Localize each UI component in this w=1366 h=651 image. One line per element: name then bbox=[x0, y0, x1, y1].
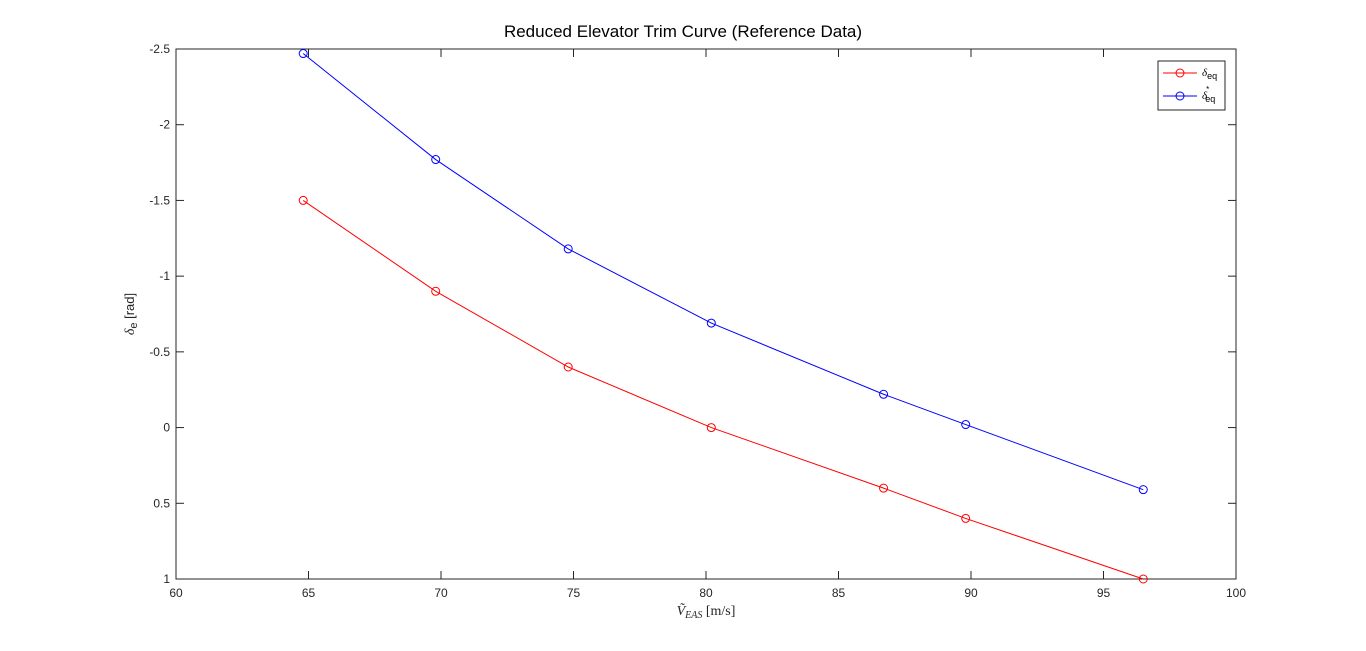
data-point bbox=[563, 362, 573, 372]
series-line-1 bbox=[302, 53, 1144, 491]
legend-marker-1 bbox=[1175, 91, 1185, 101]
x-tick-label: 80 bbox=[699, 586, 713, 600]
legend-marker-0 bbox=[1175, 68, 1185, 78]
data-point bbox=[706, 318, 716, 328]
x-axis-label-unit: [m/s] bbox=[702, 604, 735, 619]
y-tick-label: 0.5 bbox=[153, 496, 170, 510]
y-axis: -2.5 -2 -1.5 -1 -0.5 0 0.5 1 bbox=[149, 42, 1236, 586]
legend-label-1: δ* eq bbox=[1202, 85, 1215, 104]
x-tick-label: 65 bbox=[302, 586, 316, 600]
data-point bbox=[298, 49, 308, 59]
y-tick-label: 0 bbox=[163, 421, 170, 435]
data-point bbox=[1138, 485, 1148, 495]
series-0 bbox=[298, 195, 1148, 584]
data-point bbox=[961, 513, 971, 523]
y-axis-label-unit: [rad] bbox=[122, 293, 137, 323]
data-point bbox=[879, 483, 889, 493]
x-axis-label-sub: EAS bbox=[684, 610, 702, 621]
x-tick-label: 90 bbox=[964, 586, 978, 600]
chart-title: Reduced Elevator Trim Curve (Reference D… bbox=[504, 22, 862, 41]
data-point bbox=[563, 244, 573, 254]
axes-box bbox=[175, 48, 1237, 580]
data-point bbox=[298, 195, 308, 205]
y-tick-label: -2 bbox=[159, 118, 170, 132]
series-layer bbox=[298, 49, 1148, 584]
data-point bbox=[879, 389, 889, 399]
series-line-0 bbox=[302, 200, 1144, 580]
y-axis-label-main: δ bbox=[123, 328, 138, 335]
y-axis-label-sub: e bbox=[128, 322, 140, 328]
data-point bbox=[961, 420, 971, 430]
x-tick-label: 100 bbox=[1226, 586, 1246, 600]
legend-entry-0: δeq bbox=[1163, 67, 1217, 81]
y-tick-label: -2.5 bbox=[149, 42, 170, 56]
legend: δeq δ* eq bbox=[1157, 60, 1226, 111]
x-axis: 60 65 70 75 80 85 90 95 100 bbox=[169, 49, 1246, 600]
y-tick-label: -1 bbox=[159, 269, 170, 283]
legend-box bbox=[1157, 60, 1226, 111]
x-tick-label: 75 bbox=[567, 586, 581, 600]
y-tick-label: -0.5 bbox=[149, 345, 170, 359]
y-axis-label: δe [rad] bbox=[122, 293, 140, 335]
x-tick-label: 70 bbox=[434, 586, 448, 600]
x-axis-label: ṼEAS [m/s] bbox=[677, 602, 736, 621]
plot-area bbox=[175, 48, 1237, 580]
x-tick-label: 60 bbox=[169, 586, 183, 600]
x-axis-label-main: Ṽ bbox=[677, 602, 687, 619]
data-point bbox=[706, 423, 716, 433]
data-point bbox=[431, 155, 441, 165]
y-tick-label: -1.5 bbox=[149, 193, 170, 207]
x-tick-label: 85 bbox=[832, 586, 846, 600]
legend-entry-1: δ* eq bbox=[1163, 85, 1215, 104]
data-point bbox=[431, 286, 441, 296]
y-tick-label: 1 bbox=[163, 572, 170, 586]
series-1 bbox=[298, 49, 1148, 495]
legend-label-0: δeq bbox=[1202, 67, 1217, 81]
data-point bbox=[1138, 574, 1148, 584]
x-tick-label: 95 bbox=[1097, 586, 1111, 600]
